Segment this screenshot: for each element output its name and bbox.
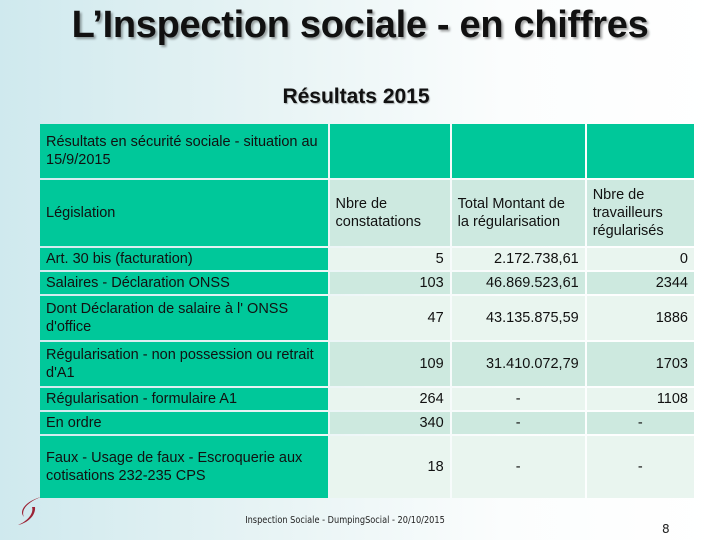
row-legislation: Régularisation - non possession ou retra… [40, 342, 328, 386]
caption-empty-cell [451, 124, 585, 178]
row-travailleurs: 1886 [586, 296, 694, 340]
table-caption: Résultats en sécurité sociale - situatio… [40, 124, 328, 178]
header-travailleurs: Nbre de travailleurs régularisés [586, 180, 694, 246]
row-legislation: Art. 30 bis (facturation) [40, 248, 328, 270]
row-constatations: 103 [329, 272, 450, 294]
header-legislation: Législation [40, 180, 328, 246]
row-travailleurs: - [586, 436, 694, 498]
table-row: Art. 30 bis (facturation) 5 2.172.738,61… [40, 248, 694, 270]
table-row: Salaires - Déclaration ONSS 103 46.869.5… [40, 272, 694, 294]
row-legislation: Salaires - Déclaration ONSS [40, 272, 328, 294]
header-constatations: Nbre de constatations [329, 180, 450, 246]
row-constatations: 340 [329, 412, 450, 434]
caption-empty-cell [329, 124, 450, 178]
row-travailleurs: 0 [586, 248, 694, 270]
organization-logo-icon [18, 497, 41, 525]
row-travailleurs: 1108 [586, 388, 694, 410]
header-montant: Total Montant de la régularisation [451, 180, 585, 246]
row-montant: 31.410.072,79 [451, 342, 585, 386]
row-legislation: En ordre [40, 412, 328, 434]
table-row: Régularisation - formulaire A1 264 - 110… [40, 388, 694, 410]
row-travailleurs: 1703 [586, 342, 694, 386]
table-row: En ordre 340 - - [40, 412, 694, 434]
table-header-row: Législation Nbre de constatations Total … [40, 180, 694, 246]
slide-footer: Inspection Sociale - DumpingSocial - 20/… [245, 515, 445, 526]
results-table: Résultats en sécurité sociale - situatio… [38, 122, 696, 500]
row-montant: - [451, 388, 585, 410]
row-montant: 43.135.875,59 [451, 296, 585, 340]
row-montant: - [451, 412, 585, 434]
row-montant: - [451, 436, 585, 498]
row-travailleurs: - [586, 412, 694, 434]
row-constatations: 5 [329, 248, 450, 270]
row-constatations: 47 [329, 296, 450, 340]
row-legislation: Faux - Usage de faux - Escroquerie aux c… [40, 436, 328, 498]
slide-title: L’Inspection sociale - en chiffres [71, 4, 649, 46]
table-row: Faux - Usage de faux - Escroquerie aux c… [40, 436, 694, 498]
slide-subtitle: Résultats 2015 [282, 85, 430, 108]
row-legislation: Régularisation - formulaire A1 [40, 388, 328, 410]
row-constatations: 264 [329, 388, 450, 410]
table-caption-row: Résultats en sécurité sociale - situatio… [40, 124, 694, 178]
table-row: Régularisation - non possession ou retra… [40, 342, 694, 386]
page-number: 8 [662, 522, 670, 536]
row-travailleurs: 2344 [586, 272, 694, 294]
row-legislation: Dont Déclaration de salaire à l' ONSS d'… [40, 296, 328, 340]
row-constatations: 18 [329, 436, 450, 498]
row-montant: 2.172.738,61 [451, 248, 585, 270]
row-constatations: 109 [329, 342, 450, 386]
row-montant: 46.869.523,61 [451, 272, 585, 294]
caption-empty-cell [586, 124, 694, 178]
table-row: Dont Déclaration de salaire à l' ONSS d'… [40, 296, 694, 340]
